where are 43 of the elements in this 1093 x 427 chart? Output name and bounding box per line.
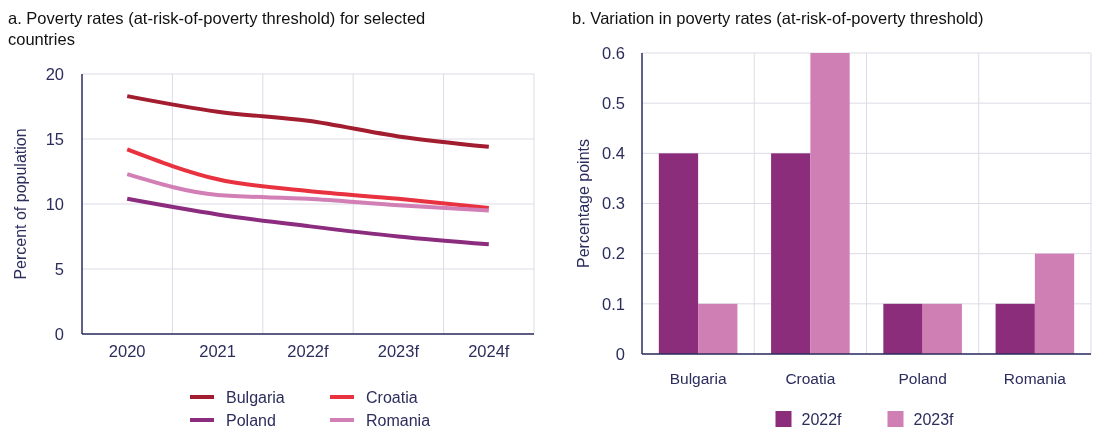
x-tick-label: 2024f xyxy=(468,341,510,360)
legend-label: 2022f xyxy=(801,410,843,427)
y-tick-label: 0.2 xyxy=(602,244,625,263)
chart-title: a. Poverty rates (at-risk-of-poverty threshold) for selected countries xyxy=(8,8,426,48)
x-tick-label: 2023f xyxy=(377,341,420,360)
legend-label: 2023f xyxy=(913,410,955,427)
y-tick-label: 5 xyxy=(54,259,64,278)
x-tick-label: 2020 xyxy=(108,341,146,360)
bar xyxy=(995,303,1035,354)
y-tick-label: 10 xyxy=(45,194,64,213)
y-tick-label: 0.5 xyxy=(602,93,625,112)
bar xyxy=(883,303,923,354)
x-tick-label: Croatia xyxy=(785,370,836,388)
chart-title: b. Variation in poverty rates (at-risk-of-poverty threshold) xyxy=(572,8,984,27)
bar xyxy=(922,303,962,354)
y-tick-label: 15 xyxy=(45,129,64,148)
line-series xyxy=(125,196,491,247)
legend-label: Poland xyxy=(226,411,276,427)
y-tick-label: 0 xyxy=(615,344,625,363)
legend-label: Romania xyxy=(366,411,431,427)
x-tick-label: Poland xyxy=(898,370,947,388)
y-tick-label: 0.4 xyxy=(602,144,625,163)
bar xyxy=(698,303,738,354)
y-tick-label: 0.1 xyxy=(602,294,625,313)
line-series xyxy=(125,94,491,149)
y-axis-title: Percentage points xyxy=(574,139,592,268)
bar xyxy=(810,53,850,354)
legend-label: Croatia xyxy=(366,388,418,406)
bar xyxy=(771,153,811,354)
x-tick-label: 2021 xyxy=(199,341,236,360)
bar xyxy=(1034,253,1075,354)
line-series xyxy=(125,172,491,213)
line-series xyxy=(125,147,491,210)
legend-label: Bulgaria xyxy=(226,388,285,406)
y-tick-label: 0 xyxy=(54,324,64,343)
x-tick-label: Bulgaria xyxy=(669,370,727,388)
y-tick-label: 20 xyxy=(45,64,64,83)
x-tick-label: Romania xyxy=(1003,370,1067,388)
bar xyxy=(658,153,699,354)
x-tick-label: 2022f xyxy=(287,341,330,360)
y-tick-label: 0.3 xyxy=(602,194,625,213)
y-tick-label: 0.6 xyxy=(602,43,625,62)
y-axis-title: Percent of population xyxy=(11,128,29,280)
